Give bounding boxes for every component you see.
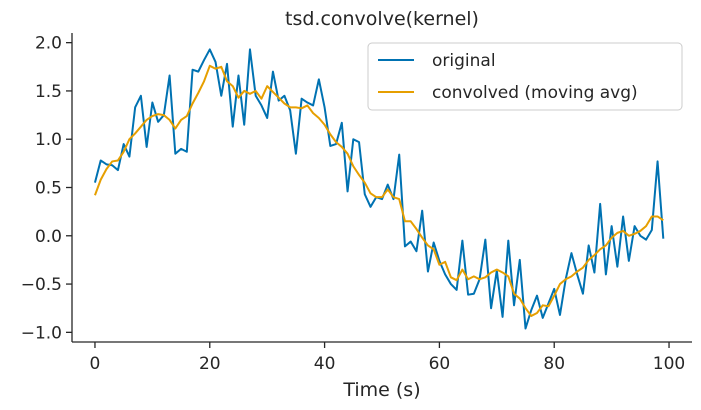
legend-frame (367, 42, 683, 111)
series-layer (93, 48, 665, 330)
x-tick-label: 20 (199, 354, 221, 374)
legend: original convolved (moving avg) (367, 42, 683, 111)
x-axis-title: Time (s) (342, 379, 420, 401)
x-tick-label: 40 (314, 354, 336, 374)
series-line-1 (94, 64, 664, 317)
x-tick-label: 100 (653, 354, 685, 374)
x-tick-label: 60 (429, 354, 451, 374)
axes-layer: 0 20 40 60 80 100 −1.0 −0.5 0.0 0.5 1.0 1.5 2.0 (21, 33, 692, 374)
y-tick-label: 0.0 (35, 227, 62, 247)
x-tick-label: 0 (90, 354, 101, 374)
x-tick-label: 80 (543, 354, 565, 374)
y-tick-label: −0.5 (21, 275, 62, 295)
legend-label-0: original (432, 51, 496, 71)
y-tick-label: 2.0 (35, 34, 62, 54)
legend-label-1: convolved (moving avg) (432, 83, 638, 103)
y-tick-label: 1.0 (35, 130, 62, 150)
chart-title: tsd.convolve(kernel) (285, 8, 479, 30)
y-tick-label: 0.5 (35, 179, 62, 199)
y-tick-label: 1.5 (35, 82, 62, 102)
y-tick-label: −1.0 (21, 323, 62, 343)
